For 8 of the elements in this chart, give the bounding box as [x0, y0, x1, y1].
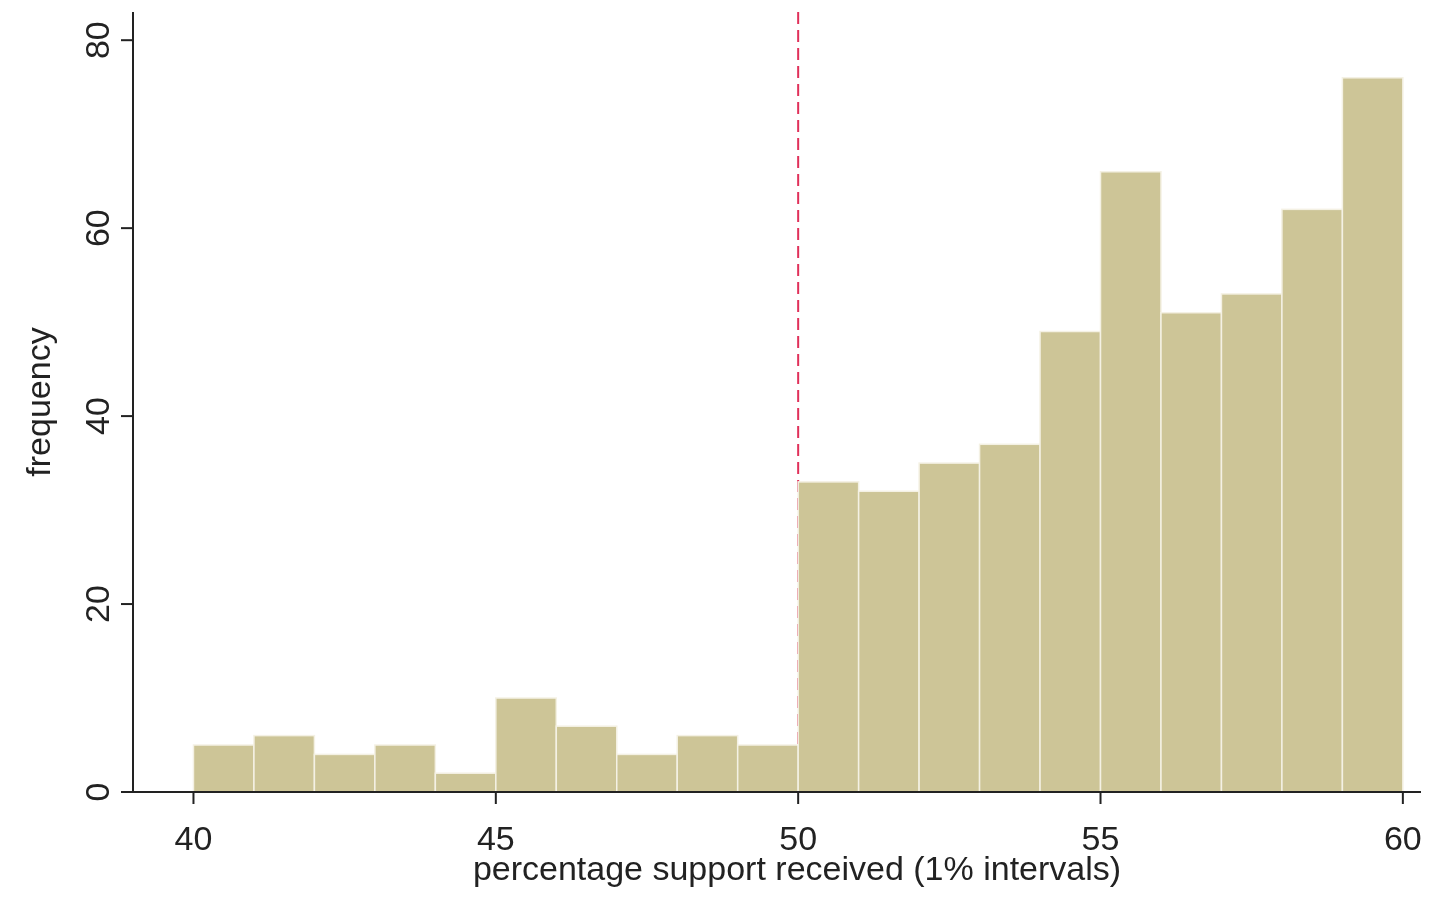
y-tick-label: 60 [78, 209, 116, 248]
y-tick-label: 80 [78, 21, 116, 60]
y-tick-label: 20 [78, 585, 116, 623]
y-axis-title: frequency [19, 327, 57, 477]
y-tick-label: 40 [78, 397, 116, 436]
y-tick-label: 0 [78, 782, 116, 802]
x-tick-label: 60 [1383, 819, 1422, 857]
x-tick-label: 40 [174, 819, 213, 857]
